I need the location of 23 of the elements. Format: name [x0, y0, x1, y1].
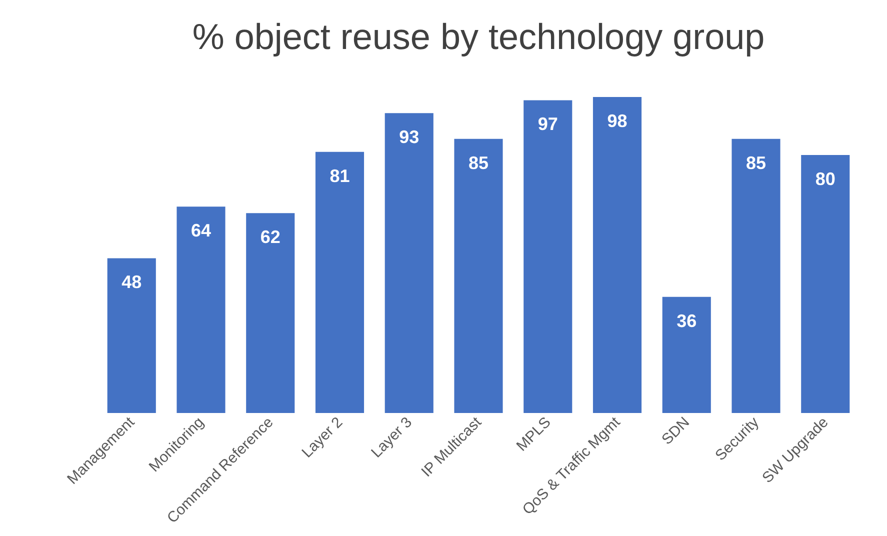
- bar: [662, 296, 711, 413]
- bar: [592, 97, 642, 413]
- bar: [315, 152, 364, 413]
- bar: [524, 100, 572, 413]
- data-label: 98: [607, 111, 628, 131]
- chart-title: % object reuse by technology group: [192, 16, 765, 57]
- bar: [107, 258, 156, 413]
- data-label: 81: [330, 166, 350, 186]
- data-label: 97: [538, 114, 558, 134]
- data-label: 93: [399, 127, 420, 148]
- bar: [176, 206, 226, 413]
- data-label: 80: [815, 169, 836, 190]
- data-label: 48: [122, 272, 142, 292]
- bar: [801, 155, 850, 413]
- bar: [384, 113, 434, 413]
- bar: [246, 213, 295, 413]
- data-label: 36: [676, 310, 697, 331]
- bar: [454, 138, 503, 413]
- data-label: 62: [260, 227, 280, 248]
- data-label: 85: [746, 152, 766, 173]
- data-label: 85: [468, 152, 489, 173]
- bar: [732, 138, 780, 413]
- data-label: 64: [190, 220, 212, 241]
